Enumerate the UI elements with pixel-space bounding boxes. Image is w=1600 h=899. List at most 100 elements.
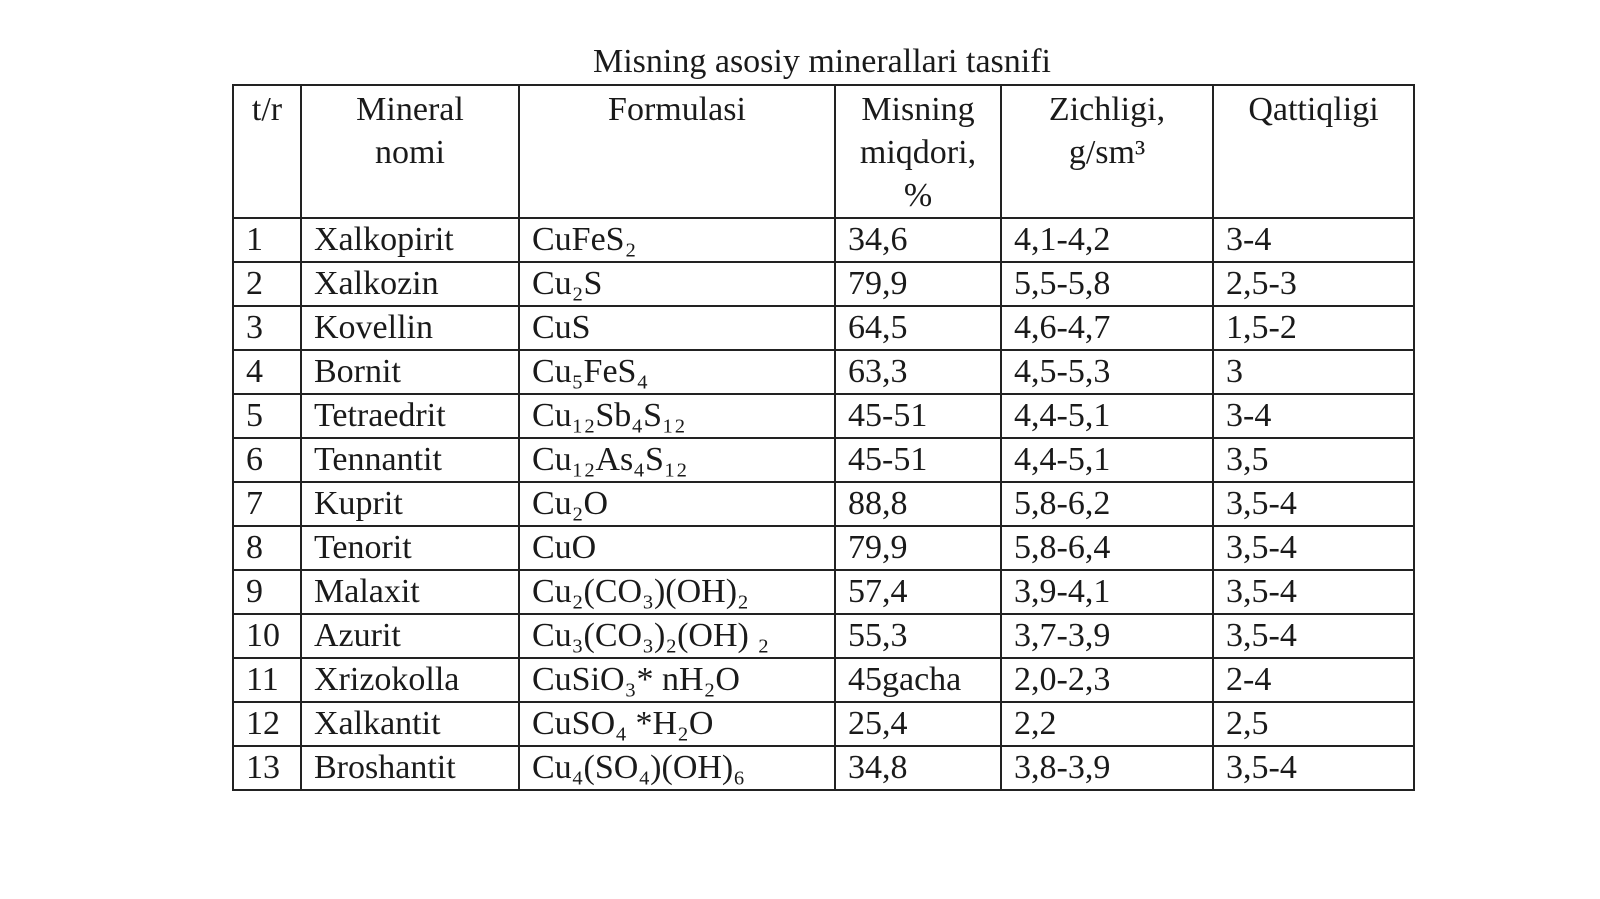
- table-cell: 1,5-2: [1212, 305, 1415, 351]
- table-cell: 34,6: [834, 217, 1002, 263]
- table-cell: 88,8: [834, 481, 1002, 527]
- table-cell: Tenorit: [300, 525, 520, 571]
- table-cell: 3,5-4: [1212, 481, 1415, 527]
- table-cell: CuFeS₂: [518, 217, 836, 263]
- table-cell: 3,5-4: [1212, 613, 1415, 659]
- table-row: 9 Malaxit Cu₂(CO₃)(OH)₂ 57,4 3,9-4,1 3,5-4: [232, 569, 1415, 615]
- table-cell: 3,5-4: [1212, 745, 1415, 791]
- table-cell: 45-51: [834, 437, 1002, 483]
- table-cell: 3,5-4: [1212, 525, 1415, 571]
- table-row: 1 Xalkopirit CuFeS₂ 34,6 4,1-4,2 3-4: [232, 217, 1415, 263]
- table-cell: Xrizokolla: [300, 657, 520, 703]
- table-cell: CuSiO₃* nH₂O: [518, 657, 836, 703]
- table-cell: 7: [232, 481, 302, 527]
- table-cell: 3,9-4,1: [1000, 569, 1214, 615]
- table-row: 3 Kovellin CuS 64,5 4,6-4,7 1,5-2: [232, 305, 1415, 351]
- table-cell: 4,4-5,1: [1000, 393, 1214, 439]
- table-cell: 25,4: [834, 701, 1002, 747]
- table-cell: Bornit: [300, 349, 520, 395]
- table-cell: 8: [232, 525, 302, 571]
- table-cell: 2,2: [1000, 701, 1214, 747]
- table-cell: Xalkantit: [300, 701, 520, 747]
- table-row: 11 Xrizokolla CuSiO₃* nH₂O 45gacha 2,0-2,3 2-…: [232, 657, 1415, 703]
- table-cell: Cu₁₂As₄S₁₂: [518, 437, 836, 483]
- table-cell: 3,7-3,9: [1000, 613, 1214, 659]
- table-cell: Cu₁₂Sb₄S₁₂: [518, 393, 836, 439]
- table-cell: 5: [232, 393, 302, 439]
- table-cell: 2-4: [1212, 657, 1415, 703]
- table-cell: 5,8-6,4: [1000, 525, 1214, 571]
- table-cell: 9: [232, 569, 302, 615]
- table-cell: 13: [232, 745, 302, 791]
- header-cell: Zichligi, g/sm³: [1000, 84, 1214, 219]
- table-row: 2 Xalkozin Cu₂S 79,9 5,5-5,8 2,5-3: [232, 261, 1415, 307]
- table-cell: 4,1-4,2: [1000, 217, 1214, 263]
- header-row: t/r Mineral nomi Formulasi Misning miqdori,…: [232, 84, 1415, 219]
- table-row: 8 Tenorit CuO 79,9 5,8-6,4 3,5-4: [232, 525, 1415, 571]
- table-cell: 2: [232, 261, 302, 307]
- table-cell: 57,4: [834, 569, 1002, 615]
- table-row: 5 Tetraedrit Cu₁₂Sb₄S₁₂ 45-51 4,4-5,1 3-4: [232, 393, 1415, 439]
- table-row: 6 Tennantit Cu₁₂As₄S₁₂ 45-51 4,4-5,1 3,5: [232, 437, 1415, 483]
- minerals-table: t/r Mineral nomi Formulasi Misning miqdori,…: [232, 84, 1415, 791]
- table-cell: 2,5-3: [1212, 261, 1415, 307]
- table-cell: 3,5-4: [1212, 569, 1415, 615]
- table-cell: Xalkopirit: [300, 217, 520, 263]
- table-cell: Cu₃(CO₃)₂(OH) ₂: [518, 613, 836, 659]
- table-cell: CuS: [518, 305, 836, 351]
- table-cell: 79,9: [834, 525, 1002, 571]
- table-body: 1 Xalkopirit CuFeS₂ 34,6 4,1-4,2 3-4 2 Xalkozin…: [232, 217, 1415, 791]
- table-cell: 3,8-3,9: [1000, 745, 1214, 791]
- table-cell: 3: [232, 305, 302, 351]
- table-cell: Cu₂S: [518, 261, 836, 307]
- table-cell: 63,3: [834, 349, 1002, 395]
- table-cell: 4,5-5,3: [1000, 349, 1214, 395]
- header-cell: Formulasi: [518, 84, 836, 219]
- table-cell: Cu₅FeS₄: [518, 349, 836, 395]
- table-row: 12 Xalkantit CuSO₄ *H₂O 25,4 2,2 2,5: [232, 701, 1415, 747]
- table-cell: 4,6-4,7: [1000, 305, 1214, 351]
- table-cell: 12: [232, 701, 302, 747]
- table-cell: 6: [232, 437, 302, 483]
- table-cell: 4: [232, 349, 302, 395]
- table-cell: 5,8-6,2: [1000, 481, 1214, 527]
- table-row: 7 Kuprit Cu₂O 88,8 5,8-6,2 3,5-4: [232, 481, 1415, 527]
- table-cell: 55,3: [834, 613, 1002, 659]
- table-cell: 2,5: [1212, 701, 1415, 747]
- table-cell: 79,9: [834, 261, 1002, 307]
- table-row: 4 Bornit Cu₅FeS₄ 63,3 4,5-5,3 3: [232, 349, 1415, 395]
- table-cell: Azurit: [300, 613, 520, 659]
- table-title: Misning asosiy minerallari tasnifi: [593, 43, 1051, 80]
- table-cell: 2,0-2,3: [1000, 657, 1214, 703]
- table-cell: 4,4-5,1: [1000, 437, 1214, 483]
- header-cell: Qattiqligi: [1212, 84, 1415, 219]
- table-cell: Malaxit: [300, 569, 520, 615]
- table-cell: 34,8: [834, 745, 1002, 791]
- table-cell: CuO: [518, 525, 836, 571]
- table-cell: Cu₂(CO₃)(OH)₂: [518, 569, 836, 615]
- table-cell: Xalkozin: [300, 261, 520, 307]
- header-cell: t/r: [232, 84, 302, 219]
- table-cell: 3-4: [1212, 393, 1415, 439]
- header-cell: Mineral nomi: [300, 84, 520, 219]
- table-cell: Cu₂O: [518, 481, 836, 527]
- table-cell: Tetraedrit: [300, 393, 520, 439]
- table-cell: Broshantit: [300, 745, 520, 791]
- table-cell: 45gacha: [834, 657, 1002, 703]
- header-cell: Misning miqdori, %: [834, 84, 1002, 219]
- table-cell: 3-4: [1212, 217, 1415, 263]
- table-cell: 10: [232, 613, 302, 659]
- table-cell: 3: [1212, 349, 1415, 395]
- table-cell: Kovellin: [300, 305, 520, 351]
- table-cell: 5,5-5,8: [1000, 261, 1214, 307]
- table-cell: Tennantit: [300, 437, 520, 483]
- table-cell: Cu₄(SO₄)(OH)₆: [518, 745, 836, 791]
- table-cell: Kuprit: [300, 481, 520, 527]
- table-row: 10 Azurit Cu₃(CO₃)₂(OH) ₂ 55,3 3,7-3,9 3,5-4: [232, 613, 1415, 659]
- table-cell: 45-51: [834, 393, 1002, 439]
- table-cell: 64,5: [834, 305, 1002, 351]
- table-cell: 1: [232, 217, 302, 263]
- table-cell: 11: [232, 657, 302, 703]
- table-row: 13 Broshantit Cu₄(SO₄)(OH)₆ 34,8 3,8-3,9 3,5-…: [232, 745, 1415, 791]
